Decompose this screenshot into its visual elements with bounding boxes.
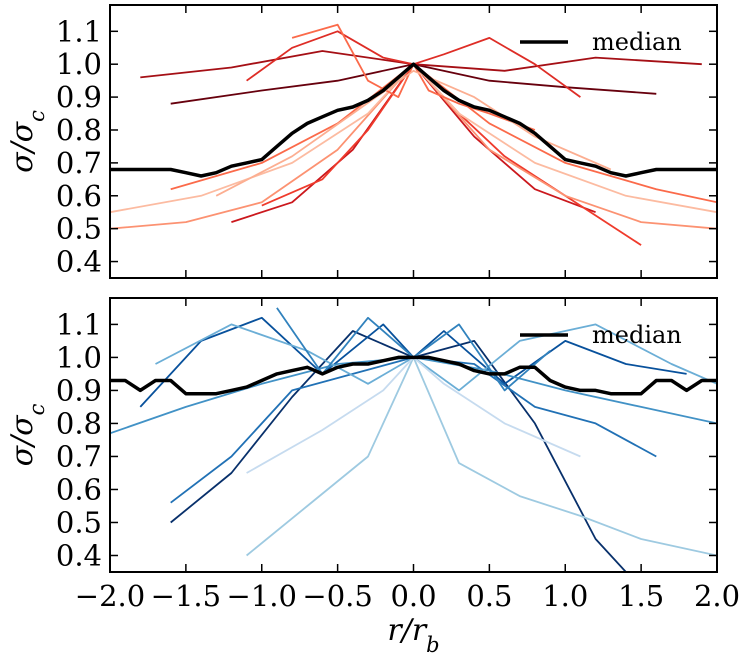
series-line-10 bbox=[215, 69, 612, 197]
x-tick-label: 1.5 bbox=[618, 579, 664, 613]
y-tick-label: 1.1 bbox=[56, 14, 102, 48]
y-tick-label: 0.5 bbox=[56, 505, 102, 539]
series-line-7 bbox=[110, 63, 717, 214]
y-axis-label: σ/σc bbox=[5, 110, 49, 173]
series-group bbox=[110, 23, 717, 246]
x-tick-label: 0.5 bbox=[466, 579, 512, 613]
series-group bbox=[110, 307, 717, 572]
series-line-1 bbox=[170, 330, 628, 572]
y-tick-label: 0.6 bbox=[56, 179, 102, 213]
y-tick-label: 0.4 bbox=[56, 538, 102, 572]
y-tick-label: 1.1 bbox=[56, 307, 102, 341]
y-tick-label: 0.6 bbox=[56, 472, 102, 506]
panel-bottom: 0.40.50.60.70.80.91.01.1−2.0 −1.5 −1.0 −0.5… bbox=[5, 297, 740, 654]
x-tick-label: −1.0 bbox=[227, 579, 297, 613]
y-tick-label: 0.7 bbox=[56, 439, 102, 473]
x-tick-label: 2.0 bbox=[694, 579, 740, 613]
series-line-6 bbox=[110, 63, 717, 230]
y-tick-label: 0.9 bbox=[56, 373, 102, 407]
series-line-5 bbox=[155, 323, 717, 392]
y-tick-label: 0.7 bbox=[56, 146, 102, 180]
x-tick-label: 1.0 bbox=[542, 579, 588, 613]
series-line-4 bbox=[261, 63, 642, 246]
median-line bbox=[110, 355, 717, 396]
y-tick-label: 0.8 bbox=[56, 113, 102, 147]
y-tick-label: 1.0 bbox=[56, 47, 102, 81]
x-tick-label: −2.0 bbox=[75, 579, 145, 613]
y-tick-label: 0.9 bbox=[56, 80, 102, 114]
x-tick-label: −1.5 bbox=[151, 579, 221, 613]
series-line-3 bbox=[170, 356, 657, 504]
series-line-6 bbox=[246, 356, 717, 557]
x-tick-label: 0.0 bbox=[390, 579, 436, 613]
y-axis-label: σ/σc bbox=[5, 403, 49, 466]
y-tick-label: 0.8 bbox=[56, 406, 102, 440]
x-tick-label: −0.5 bbox=[302, 579, 372, 613]
legend-label: median bbox=[592, 28, 682, 56]
median-line bbox=[110, 62, 717, 178]
legend-label: median bbox=[592, 321, 682, 349]
y-tick-label: 0.4 bbox=[56, 245, 102, 279]
panel-top: 0.40.50.60.70.80.91.01.1 σ/σc median bbox=[5, 4, 718, 279]
legend: median bbox=[520, 28, 682, 56]
legend: median bbox=[520, 321, 682, 349]
y-tick-label: 0.5 bbox=[56, 212, 102, 246]
x-axis-label: r/rb bbox=[387, 613, 439, 654]
y-tick-label: 1.0 bbox=[56, 340, 102, 374]
